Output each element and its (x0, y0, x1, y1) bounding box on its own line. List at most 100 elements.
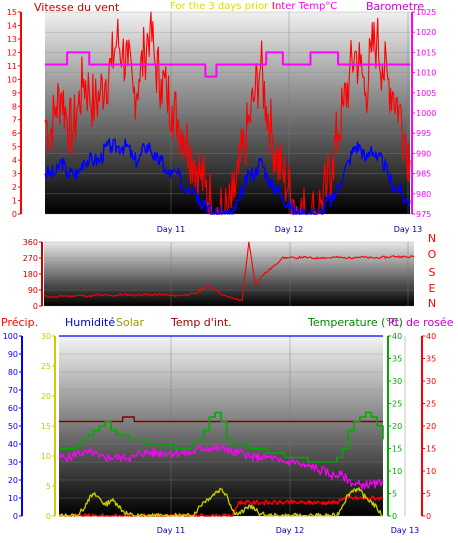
baro-axis-tick-label: 1015 (416, 48, 436, 57)
wind-title: For the 3 days prior to (170, 1, 281, 12)
baro-axis-tick-label: 975 (416, 210, 431, 219)
baro-axis-tick-label: 1025 (416, 8, 436, 17)
humidity-axis-tick-label: 70 (8, 386, 18, 395)
wind-axis-tick-label: 5 (12, 143, 17, 152)
precip-right-axis: 0 5 10 15 20 25 30 35 40 (421, 332, 436, 521)
temperature-axis-tick-label: 10 (392, 467, 402, 476)
direction-left-axis: 0 90 180 270 360 (23, 238, 43, 311)
baro-axis-tick-label: 1000 (416, 109, 436, 118)
wind-direction-line (43, 241, 415, 302)
wind-legend-left: Vitesse du vent (34, 1, 120, 14)
solar-left-axis: 0 5 10 15 20 25 30 (41, 332, 56, 521)
humidity-left-axis: 0 10 20 30 40 50 60 70 80 90 100 (3, 332, 23, 521)
wind-axis-tick-label: 7 (12, 116, 17, 125)
temperature-right-axis: 0 5 10 15 20 25 30 35 40 (387, 332, 402, 521)
wind-gust-line (44, 138, 411, 215)
direction-label: N (428, 297, 436, 310)
humidity-axis-tick-label: 10 (8, 494, 18, 503)
solar-axis-tick-label: 5 (46, 482, 51, 491)
temperature-axis-tick-label: 40 (392, 332, 402, 341)
humidity-axis-tick-label: 60 (8, 404, 18, 413)
temperature-axis-tick-label: 35 (392, 355, 402, 364)
temperature-axis-tick-label: 25 (392, 400, 402, 409)
wind-axis-tick-label: 0 (12, 210, 17, 219)
temperature-axis-tick-label: 5 (392, 490, 397, 499)
baro-axis-tick-label: 1010 (416, 69, 436, 78)
dewpoint-line (58, 495, 384, 517)
wind-axis-tick-label: 15 (7, 8, 17, 17)
legend-solar: Solar (116, 316, 145, 329)
wind-axis-tick-label: 13 (7, 35, 17, 44)
temperature-line (58, 444, 384, 490)
wind-axis-tick-label: 4 (12, 156, 17, 165)
wind-x-axis: Day 11 Day 12 Day 13 (157, 225, 423, 234)
precip-axis-tick-label: 40 (426, 332, 436, 341)
baro-axis-tick-label: 990 (416, 149, 431, 158)
barometer-right-axis: 975 980 985 990 995 1000 1005 1010 1015 1020 1025 (411, 8, 436, 219)
wind-title-suffix: Inter Temp°C (272, 1, 337, 12)
temperature-axis-tick-label: 0 (392, 512, 397, 521)
humidity-axis-tick-label: 80 (8, 368, 18, 377)
x-tick-label: Day 13 (391, 526, 420, 535)
precip-axis-tick-label: 15 (426, 445, 436, 454)
wind-axis-tick-label: 11 (7, 62, 17, 71)
baro-axis-tick-label: 1020 (416, 28, 436, 37)
precip-axis-tick-label: 20 (426, 422, 436, 431)
precip-axis-tick-label: 25 (426, 400, 436, 409)
precip-axis-tick-label: 10 (426, 467, 436, 476)
solar-axis-tick-label: 15 (41, 422, 51, 431)
precip-axis-tick-label: 30 (426, 377, 436, 386)
precip-line (59, 411, 384, 463)
x-tick-label: Day 12 (275, 225, 304, 234)
baro-axis-tick-label: 995 (416, 129, 431, 138)
direction-axis-tick-label: 0 (33, 302, 38, 311)
solar-axis-tick-label: 20 (41, 392, 51, 401)
humidity-axis-tick-label: 100 (3, 332, 18, 341)
direction-axis-tick-label: 180 (23, 270, 38, 279)
legend-temperature: Temperature (°C) (307, 316, 403, 329)
x-tick-label: Day 13 (394, 225, 423, 234)
wind-series (44, 11, 411, 215)
wind-axis-tick-label: 1 (12, 197, 17, 206)
legend-precip: Précip. (1, 316, 38, 329)
humidity-axis-tick-label: 50 (8, 422, 18, 431)
direction-series (43, 241, 415, 302)
temperature-axis-tick-label: 15 (392, 445, 402, 454)
humidity-axis-tick-label: 20 (8, 476, 18, 485)
wind-axis-tick-label: 3 (12, 170, 17, 179)
direction-axis-tick-label: 90 (28, 286, 38, 295)
direction-label: N (428, 232, 436, 245)
precip-axis-tick-label: 5 (426, 490, 431, 499)
temperature-axis-tick-label: 20 (392, 422, 402, 431)
solar-axis-tick-label: 0 (46, 512, 51, 521)
x-tick-label: Day 11 (157, 225, 186, 234)
direction-label: O (428, 248, 437, 261)
x-tick-label: Day 12 (276, 526, 305, 535)
temperature-axis-tick-label: 30 (392, 377, 402, 386)
direction-axis-tick-label: 270 (23, 254, 38, 263)
humidity-axis-tick-label: 30 (8, 458, 18, 467)
solar-axis-tick-label: 30 (41, 332, 51, 341)
wind-axis-tick-label: 14 (7, 21, 17, 30)
wind-axis-tick-label: 10 (7, 75, 17, 84)
barometer-line (45, 51, 410, 78)
legend-temp-int: Temp d'int. (170, 316, 232, 329)
temp-x-axis: Day 11 Day 12 Day 13 (157, 526, 420, 535)
baro-axis-tick-label: 985 (416, 170, 431, 179)
temp-series (58, 335, 384, 517)
solar-axis-tick-label: 10 (41, 452, 51, 461)
legend-humidity: Humidité (65, 316, 115, 329)
humidity-axis-tick-label: 40 (8, 440, 18, 449)
wind-axis-tick-label: 8 (12, 102, 17, 111)
direction-label: E (429, 282, 436, 295)
baro-axis-tick-label: 1005 (416, 89, 436, 98)
solar-axis-tick-label: 25 (41, 362, 51, 371)
x-tick-label: Day 11 (157, 526, 186, 535)
wind-axis-tick-label: 2 (12, 183, 17, 192)
